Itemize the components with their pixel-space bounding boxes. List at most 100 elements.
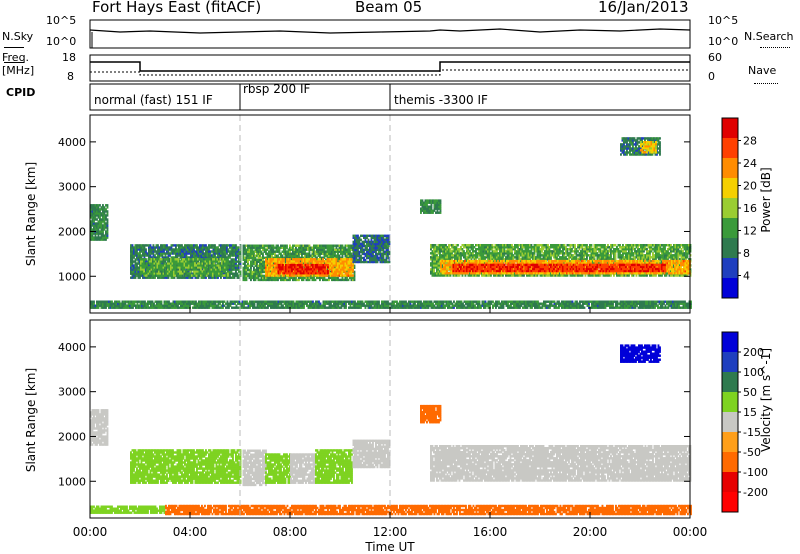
heatmap-cell <box>154 254 156 257</box>
heatmap-cell <box>212 256 215 259</box>
heatmap-cell <box>200 250 203 253</box>
heatmap-cell <box>209 262 211 265</box>
heatmap-cell <box>175 252 177 255</box>
heatmap-cell <box>251 256 254 260</box>
heatmap-cell <box>223 256 225 259</box>
heatmap-cell <box>136 258 138 261</box>
heatmap-cell <box>156 272 159 275</box>
heatmap-cell <box>173 262 175 265</box>
heatmap-cell <box>96 210 98 213</box>
heatmap-cell <box>133 272 135 275</box>
heatmap-cell <box>161 264 163 267</box>
heatmap-cell <box>490 274 492 277</box>
heatmap-cell <box>216 262 219 265</box>
heatmap-cell <box>260 246 263 249</box>
heatmap-cell <box>200 264 202 267</box>
heatmap-cell <box>248 248 251 251</box>
heatmap-cell <box>245 270 248 274</box>
heatmap-cell <box>232 252 234 255</box>
heatmap-cell <box>238 276 240 279</box>
heatmap-cell <box>207 272 210 275</box>
heatmap-cell <box>262 278 264 282</box>
heatmap-cell <box>134 258 137 261</box>
heatmap-cell <box>194 256 197 259</box>
noise-left-tick-bottom: 10^0 <box>46 35 77 48</box>
heatmap-cell <box>130 272 132 275</box>
heatmap-cell <box>168 262 171 265</box>
heatmap-cell <box>221 258 223 261</box>
heatmap-cell <box>230 248 233 251</box>
heatmap-cell <box>250 256 252 260</box>
heatmap-cell <box>203 266 205 269</box>
heatmap-cell <box>191 264 193 267</box>
heatmap-cell <box>164 276 167 279</box>
heatmap-cell <box>182 272 184 275</box>
heatmap-cell <box>218 270 220 273</box>
heatmap-cell <box>131 244 134 247</box>
heatmap-cell <box>266 244 269 247</box>
heatmap-cell <box>93 226 95 229</box>
heatmap-cell <box>158 266 160 269</box>
heatmap-cell <box>182 254 185 257</box>
beam-label: Beam 05 <box>355 0 423 16</box>
heatmap-cell <box>259 252 261 255</box>
heatmap-cell <box>175 248 177 251</box>
heatmap-cell <box>244 276 246 280</box>
heatmap-cell <box>140 264 142 267</box>
heatmap-cell <box>190 246 192 249</box>
heatmap-cell <box>103 210 106 213</box>
heatmap-cell <box>133 270 135 273</box>
heatmap-cell <box>200 274 202 277</box>
heatmap-cell <box>144 266 147 269</box>
heatmap-cell <box>263 274 266 278</box>
heatmap-cell <box>172 276 174 279</box>
heatmap-cell <box>97 228 100 231</box>
heatmap-cell <box>265 276 267 280</box>
heatmap-cell <box>91 224 94 227</box>
heatmap-cell <box>177 264 180 267</box>
heatmap-cell <box>146 244 149 247</box>
heatmap-cell <box>151 256 153 259</box>
heatmap-cell <box>238 274 240 277</box>
heatmap-cell <box>247 272 249 276</box>
heatmap-cell <box>151 274 153 277</box>
heatmap-cell <box>212 258 214 261</box>
heatmap-cell <box>269 248 272 251</box>
heatmap-cell <box>162 266 165 269</box>
heatmap-cell <box>149 258 151 261</box>
heatmap-cell <box>195 266 198 269</box>
heatmap-cell <box>102 232 104 235</box>
heatmap-cell <box>173 276 176 279</box>
heatmap-cell <box>262 248 264 251</box>
heatmap-cell <box>253 252 255 255</box>
cpid-segment-2: rbsp 200 IF <box>243 82 310 96</box>
heatmap-cell <box>196 256 198 259</box>
heatmap-cell <box>190 256 192 259</box>
heatmap-cell <box>184 246 186 249</box>
heatmap-cell <box>133 246 135 249</box>
heatmap-cell <box>160 276 162 279</box>
heatmap-cell <box>131 268 134 271</box>
freq-left-line <box>4 62 24 63</box>
heatmap-cell <box>99 210 101 213</box>
heatmap-cell <box>146 272 149 275</box>
heatmap-cell <box>158 258 160 261</box>
heatmap-cell <box>140 244 143 247</box>
heatmap-cell <box>449 274 452 277</box>
heatmap-cell <box>102 206 104 209</box>
heatmap-cell <box>227 258 229 261</box>
heatmap-cell <box>266 264 269 268</box>
heatmap-cell <box>185 252 188 255</box>
heatmap-cell <box>168 264 171 267</box>
heatmap-cell <box>180 262 183 265</box>
heatmap-cell <box>152 262 154 265</box>
heatmap-cell <box>106 230 109 233</box>
heatmap-cell <box>139 256 141 259</box>
heatmap-cell <box>198 272 201 275</box>
heatmap-cell <box>215 272 217 275</box>
heatmap-cell <box>102 228 104 231</box>
heatmap-cell <box>200 266 202 269</box>
heatmap-cell <box>143 256 146 259</box>
heatmap-cell <box>222 262 225 265</box>
heatmap-cell <box>206 254 209 257</box>
